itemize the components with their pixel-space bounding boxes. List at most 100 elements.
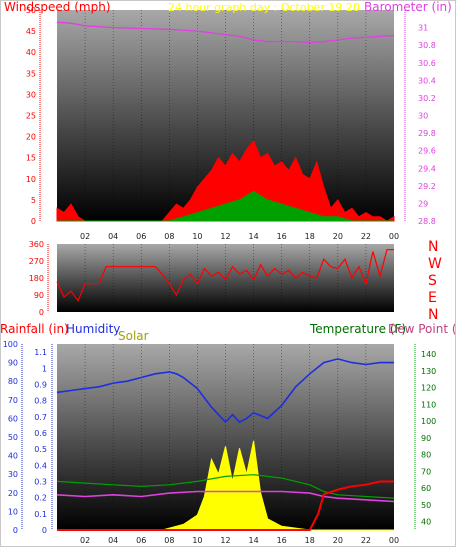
rainfall-tick-label: 0.6 (34, 429, 47, 438)
temperature-tick-label: 120 (421, 384, 436, 393)
rainfall-tick-label: 1 (42, 364, 47, 373)
humidity-x-tick-label: 20 (333, 536, 343, 545)
humidity-x-tick-label: 00 (389, 536, 399, 545)
barometer-tick-label: 30.2 (418, 94, 436, 103)
barometer-tick-label: 30.6 (418, 59, 436, 68)
temperature-tick-label: 60 (421, 484, 431, 493)
direction-tick-label: 0 (39, 308, 44, 317)
barometer-tick-label: 31 (418, 24, 428, 33)
barometer-tick-label: 30.4 (418, 76, 436, 85)
direction-tick-label: 180 (29, 274, 44, 283)
humidity-tick-label: 50 (8, 433, 18, 442)
windspeed-tick-label: 5 (31, 196, 36, 205)
humidity-tick-label: 30 (8, 470, 18, 479)
compass-e: E (428, 290, 437, 306)
temperature-tick-label: 140 (421, 350, 436, 359)
temperature-tick-label: 80 (421, 451, 431, 460)
chart-axes (21, 10, 416, 530)
barometer-tick-label: 29 (418, 199, 428, 208)
humidity-x-tick-label: 16 (277, 536, 287, 545)
barometer-axis-label: Barometer (in) (364, 0, 452, 14)
wind-chart-gridlines (84, 10, 367, 221)
compass-s: S (428, 273, 437, 289)
direction-chart-series (56, 249, 394, 302)
wind-x-tick-label: 02 (80, 232, 90, 241)
wind-chart-series (56, 21, 395, 222)
humidity-tick-label: 80 (8, 377, 18, 386)
temperature-tick-label: 100 (421, 417, 436, 426)
wind-x-tick-label: 22 (361, 232, 371, 241)
solar-area (57, 440, 394, 531)
windspeed-tick-label: 25 (26, 112, 36, 121)
rainfall-tick-label: 0.5 (34, 445, 47, 454)
humidity-x-tick-label: 02 (80, 536, 90, 545)
rainfall-tick-label: 0.9 (34, 380, 47, 389)
direction-tick-label: 360 (29, 240, 44, 249)
wind-x-tick-label: 18 (305, 232, 315, 241)
humidity-tick-label: 10 (8, 507, 18, 516)
temperature-tick-label: 40 (421, 518, 431, 527)
temperature-tick-label: 110 (421, 400, 436, 409)
windspeed-tick-label: 10 (26, 175, 36, 184)
humidity-chart-series (56, 358, 395, 531)
windspeed-tick-label: 20 (26, 133, 36, 142)
rainfall-tick-label: 0.4 (34, 461, 47, 470)
wind-x-tick-label: 16 (277, 232, 287, 241)
rainfall-tick-label: 0 (42, 526, 47, 535)
barometer-line (56, 21, 395, 44)
temperature-line (56, 474, 395, 499)
wind-average-area (57, 190, 394, 222)
wind-x-tick-label: 00 (389, 232, 399, 241)
rainfall-tick-label: 1.1 (34, 348, 47, 357)
humidity-x-tick-label: 04 (108, 536, 118, 545)
humidity-tick-label: 0 (13, 526, 18, 535)
humidity-x-tick-label: 10 (192, 536, 202, 545)
tick-labels: 0510152025303540455028.82929.229.429.629… (3, 6, 437, 545)
windspeed-tick-label: 50 (26, 6, 36, 15)
compass-n-bottom: N (428, 307, 438, 323)
rainfall-axis-label: Rainfall (in) (0, 322, 69, 336)
humidity-tick-label: 40 (8, 452, 18, 461)
humidity-x-tick-label: 22 (361, 536, 371, 545)
wind-x-tick-label: 10 (192, 232, 202, 241)
barometer-tick-label: 28.8 (418, 217, 436, 226)
temperature-tick-label: 70 (421, 467, 431, 476)
rainfall-tick-label: 0.7 (34, 413, 47, 422)
dewpoint-line (56, 490, 395, 503)
rainfall-line (57, 480, 394, 531)
barometer-tick-label: 30.8 (418, 41, 436, 50)
humidity-tick-label: 60 (8, 414, 18, 423)
rainfall-tick-label: 0.3 (34, 477, 47, 486)
humidity-line (56, 358, 394, 424)
humidity-tick-label: 70 (8, 396, 18, 405)
humidity-x-tick-label: 06 (136, 536, 146, 545)
compass-w: W (428, 256, 442, 272)
temperature-tick-label: 50 (421, 501, 431, 510)
direction-tick-label: 90 (34, 291, 44, 300)
direction-tick-label: 270 (29, 257, 44, 266)
wind-x-tick-label: 12 (220, 232, 230, 241)
compass-n-top: N (428, 239, 438, 255)
windspeed-tick-label: 30 (26, 90, 36, 99)
humidity-x-tick-label: 08 (164, 536, 174, 545)
windspeed-tick-label: 35 (26, 69, 36, 78)
solar-axis-label: Solar (118, 329, 149, 343)
chart-title: 24 hour graph day : October 19 20 (168, 1, 360, 14)
barometer-tick-label: 29.6 (418, 147, 436, 156)
direction-chart-gridlines (84, 244, 367, 312)
windspeed-tick-label: 15 (26, 154, 36, 163)
windspeed-tick-label: 45 (26, 27, 36, 36)
wind-direction-line (56, 249, 394, 302)
humidity-x-tick-label: 14 (248, 536, 258, 545)
wind-x-tick-label: 20 (333, 232, 343, 241)
wind-x-tick-label: 06 (136, 232, 146, 241)
rainfall-tick-label: 0.2 (34, 494, 47, 503)
humidity-tick-label: 90 (8, 359, 18, 368)
wind-x-tick-label: 04 (108, 232, 118, 241)
humidity-x-tick-label: 18 (305, 536, 315, 545)
barometer-tick-label: 30 (418, 112, 428, 121)
humidity-chart-gridlines (84, 344, 367, 530)
temperature-axis-label: Temperature (F) (309, 322, 406, 336)
humidity-tick-label: 20 (8, 489, 18, 498)
